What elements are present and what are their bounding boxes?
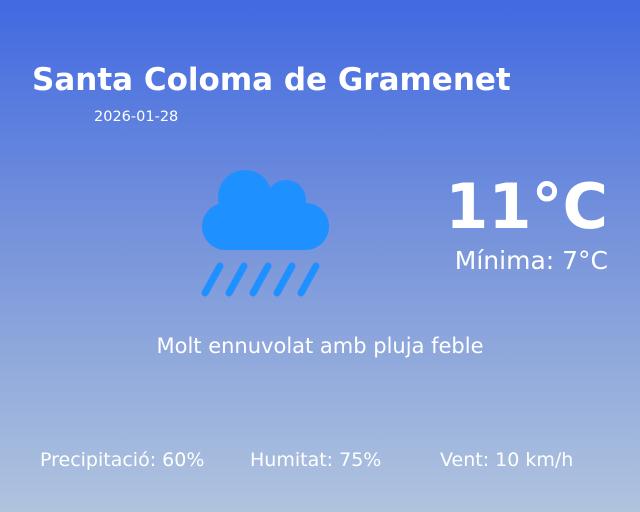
precipitation-stat: Precipitació: 60% bbox=[40, 449, 205, 471]
temperature: 11°C bbox=[445, 170, 608, 243]
wind-stat: Vent: 10 km/h bbox=[440, 449, 574, 471]
weather-description: Molt ennuvolat amb pluja feble bbox=[156, 334, 484, 358]
date: 2026-01-28 bbox=[94, 109, 179, 125]
minimum-temperature: Mínima: 7°C bbox=[454, 246, 608, 275]
humidity-stat: Humitat: 75% bbox=[250, 449, 382, 471]
city-name: Santa Coloma de Gramenet bbox=[32, 62, 511, 98]
